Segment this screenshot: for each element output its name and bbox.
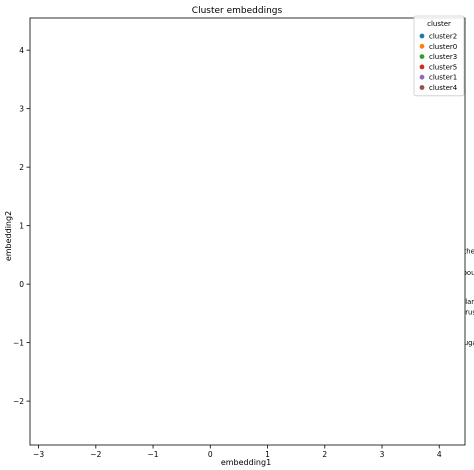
y-tick-label: 3 — [19, 104, 24, 113]
y-tick-label: 0 — [19, 280, 24, 289]
y-tick-label: 2 — [19, 163, 24, 172]
legend-box — [413, 15, 465, 97]
legend-marker-cluster4 — [419, 85, 425, 90]
x-tick-label: 1 — [265, 450, 270, 459]
y-tick-label: −2 — [13, 397, 24, 406]
chart-title: Cluster embeddings — [192, 6, 283, 16]
legend-marker-cluster5 — [419, 64, 425, 70]
y-axis-label: embedding2 — [4, 211, 13, 261]
legend-marker-cluster0 — [419, 43, 425, 49]
legend-marker-cluster3 — [419, 54, 425, 59]
legend-entry-cluster5: cluster5 — [429, 63, 457, 71]
x-tick-label: 2 — [322, 450, 327, 459]
legend-marker-cluster1 — [419, 74, 425, 80]
x-tick-label: 0 — [208, 450, 213, 459]
x-tick-label: −3 — [33, 450, 44, 459]
x-axis-label: embedding1 — [221, 458, 271, 467]
legend-entry-cluster4: cluster4 — [429, 84, 458, 92]
legend-entry-cluster2: cluster2 — [429, 33, 457, 41]
x-tick-label: −1 — [148, 450, 159, 459]
y-tick-label: 1 — [19, 221, 24, 230]
legend-title: cluster — [427, 20, 451, 28]
legend-entry-cluster1: cluster1 — [429, 74, 457, 82]
y-tick-label: 4 — [19, 46, 24, 55]
legend-marker-cluster2 — [419, 33, 425, 39]
axes: −3 −2 −1 0 1 2 3 4 −2 −1 0 1 2 3 4 — [13, 17, 466, 459]
x-tick-label: −2 — [90, 450, 101, 459]
legend: cluster cluster2 cluster0 cluster3 cluster5 c… — [413, 15, 465, 97]
legend-entry-cluster0: cluster0 — [429, 43, 457, 51]
y-tick-label: −1 — [13, 338, 24, 347]
x-tick-label: 3 — [380, 450, 385, 459]
plot-frame — [29, 17, 466, 446]
x-tick-label: 4 — [437, 450, 442, 459]
legend-entry-cluster3: cluster3 — [429, 53, 457, 61]
